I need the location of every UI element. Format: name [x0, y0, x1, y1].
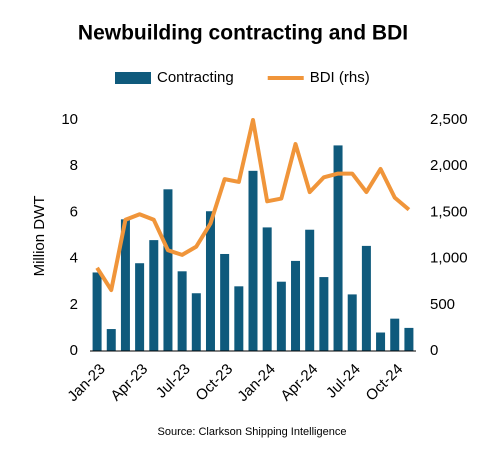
chart-title: Newbuilding contracting and BDI — [78, 22, 408, 45]
bar — [347, 294, 357, 351]
bar — [149, 240, 159, 351]
y-tick-label: 2 — [70, 296, 78, 313]
bar — [135, 263, 145, 351]
bar — [163, 189, 173, 351]
y2-tick-label: 1,500 — [430, 203, 468, 220]
y-tick-label: 10 — [61, 111, 78, 128]
x-tick-label: Oct-23 — [192, 361, 236, 405]
bar — [291, 260, 301, 351]
x-tick-label: Oct-24 — [363, 361, 407, 405]
legend-label: Contracting — [157, 69, 234, 86]
bar — [319, 277, 329, 351]
legend-label: BDI (rhs) — [310, 69, 370, 86]
y2-tick-label: 0 — [430, 342, 438, 359]
x-tick-label: Jan-23 — [64, 361, 108, 405]
y-tick-label: 6 — [70, 203, 78, 220]
bar — [262, 227, 272, 351]
x-tick-label: Jul-24 — [323, 361, 364, 402]
bar — [205, 211, 215, 351]
bar — [305, 229, 315, 351]
legend-swatch — [115, 72, 151, 84]
bar — [390, 318, 400, 351]
y2-tick-label: 1,000 — [430, 250, 468, 267]
y-tick-label: 4 — [70, 250, 78, 267]
bar — [191, 293, 201, 351]
bar — [276, 281, 286, 351]
y-axis-label: Million DWT — [31, 196, 48, 277]
source: Source: Clarkson Shipping Intelligence — [158, 426, 347, 438]
y2-tick-label: 2,000 — [430, 157, 468, 174]
bar — [361, 245, 371, 351]
y2-tick-label: 2,500 — [430, 111, 468, 128]
bar — [177, 271, 187, 351]
x-tick-label: Apr-24 — [277, 361, 321, 405]
bar — [106, 329, 116, 351]
bar — [92, 272, 102, 351]
bar — [404, 327, 414, 351]
line — [95, 118, 411, 293]
x-tick-label: Jan-24 — [234, 361, 278, 405]
bar — [376, 332, 386, 351]
x-tick-label: Apr-23 — [107, 361, 151, 405]
y-tick-label: 8 — [70, 157, 78, 174]
bar — [220, 253, 230, 351]
y2-tick-label: 500 — [430, 296, 455, 313]
y-tick-label: 0 — [70, 342, 78, 359]
bar — [234, 286, 244, 351]
bar — [248, 170, 258, 351]
bar — [333, 145, 343, 351]
x-tick-label: Jul-23 — [153, 361, 194, 402]
bar — [120, 219, 130, 351]
